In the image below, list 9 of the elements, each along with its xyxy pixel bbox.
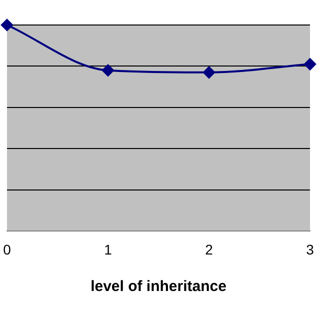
point [1,19,13,31]
x-axis-title: level of inheritance [90,278,226,296]
x-tick-label: 0 [3,241,12,258]
point [304,58,316,70]
point [102,64,114,76]
point [203,66,215,78]
x-tick-label: 1 [104,241,112,258]
x-tick-label: 2 [205,241,214,258]
x-tick-label: 3 [306,241,314,258]
